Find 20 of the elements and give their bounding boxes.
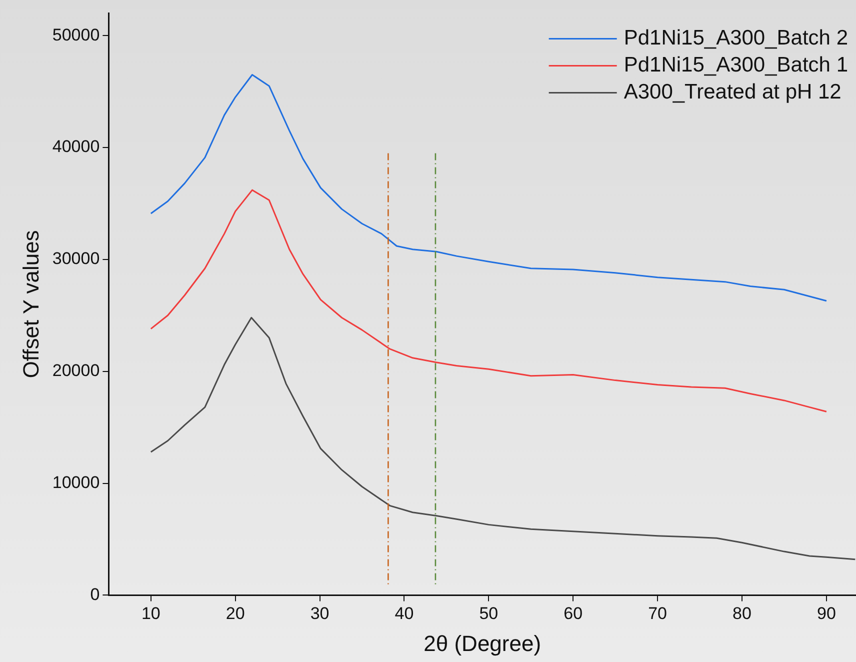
x-tick-label: 80 [732,604,752,624]
y-tick-label: 0 [90,584,100,604]
y-tick-label: 10000 [52,472,100,492]
y-tick-label: 40000 [52,137,100,156]
x-tick-label: 30 [310,604,330,624]
y-axis-title: Offset Y values [18,230,44,378]
x-tick-label: 20 [226,604,245,624]
legend-label: Pd1Ni15_A300_Batch 1 [624,53,848,76]
y-tick-label: 20000 [52,361,100,380]
x-tick-label: 50 [479,604,498,624]
x-axis-title: 2θ (Degree) [424,630,542,656]
y-tick-label: 30000 [52,249,100,268]
x-tick-label: 10 [141,604,160,624]
y-tick-label: 50000 [52,25,100,44]
x-tick-label: 40 [394,604,414,624]
x-tick-label: 60 [564,604,583,624]
legend-label: Pd1Ni15_A300_Batch 2 [624,26,848,50]
x-tick-label: 70 [648,604,668,624]
x-tick-label: 90 [816,604,836,624]
legend-label: A300_Treated at pH 12 [624,80,842,104]
